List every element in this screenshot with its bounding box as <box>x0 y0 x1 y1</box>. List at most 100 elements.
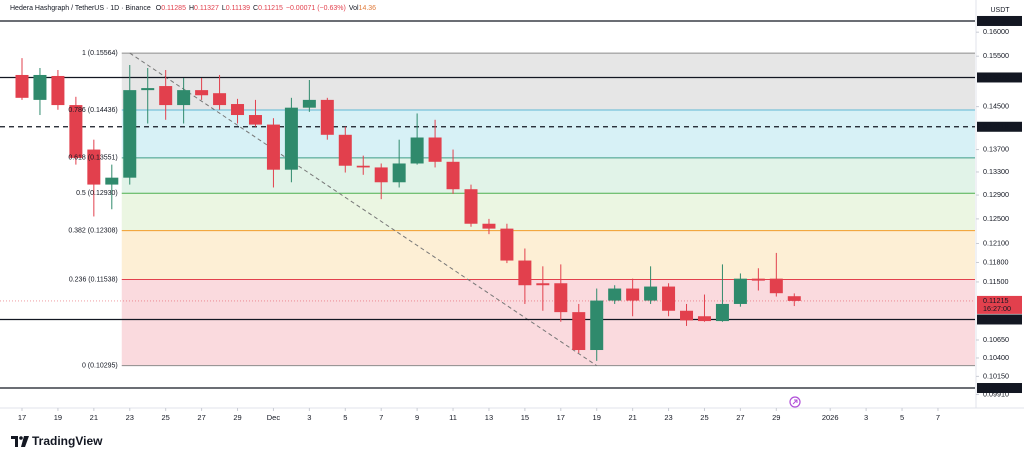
price-label-box <box>977 383 1022 394</box>
ohlc-key: H <box>189 5 194 12</box>
x-tick-label: 2026 <box>822 413 839 422</box>
x-tick-label: 3 <box>307 413 311 422</box>
x-tick-label: 25 <box>162 413 170 422</box>
candle-body <box>105 177 119 185</box>
x-tick-label: Dec <box>267 413 281 422</box>
candle-body <box>266 124 280 170</box>
last-price-box <box>977 295 1022 314</box>
candle-body <box>284 107 298 170</box>
volume-key: Vol <box>349 5 359 12</box>
price-label: 0.16239 <box>983 16 1009 25</box>
candle-body <box>787 296 801 301</box>
candle-body <box>572 312 586 351</box>
candle-body <box>644 286 658 301</box>
fib-level-label: 0.236 (0.11538) <box>69 276 118 283</box>
candle-body <box>536 283 550 286</box>
countdown-label: 16:27:00 <box>983 304 1011 313</box>
x-tick-label: 13 <box>485 413 493 422</box>
x-tick-label: 15 <box>521 413 529 422</box>
candle-body <box>15 74 29 98</box>
fib-band <box>121 157 975 194</box>
y-tick-label: 0.09910 <box>983 389 1009 398</box>
brand-logo: TradingView <box>11 434 103 448</box>
volume-value: 14.36 <box>359 5 377 12</box>
ohlc-value: 0.11215 <box>258 5 283 12</box>
price-label-box <box>977 72 1022 83</box>
candle-body <box>51 75 65 106</box>
y-tick-label: 0.16000 <box>983 27 1009 36</box>
fib-level-label: 0.618 (0.13551) <box>68 155 117 162</box>
price-label: 0.14119 <box>983 122 1008 131</box>
y-tick-label: 0.15500 <box>983 51 1009 60</box>
price-label-box <box>977 314 1022 325</box>
fib-band <box>121 109 975 158</box>
ohlc-value: 0.11327 <box>194 5 219 12</box>
fib-band <box>121 279 975 366</box>
candle-body <box>482 223 496 229</box>
y-tick-label: 0.12100 <box>983 238 1009 247</box>
x-tick-label: 21 <box>90 413 98 422</box>
x-tick-label: 27 <box>736 413 744 422</box>
x-tick-label: 11 <box>449 413 457 422</box>
logo-dot <box>19 436 23 440</box>
y-tick-label: 0.10150 <box>983 371 1009 380</box>
fib-band <box>121 193 975 231</box>
y-tick-label: 0.10650 <box>983 335 1009 344</box>
x-tick-label: 23 <box>664 413 672 422</box>
x-tick-label: 29 <box>233 413 241 422</box>
candle-body <box>608 288 622 301</box>
x-tick-label: 7 <box>379 413 383 422</box>
currency-label: USDT <box>990 7 1010 14</box>
fib-level-label: 0.5 (0.12930) <box>76 190 118 197</box>
price-label-box <box>977 121 1022 132</box>
candles <box>15 58 801 361</box>
x-tick-label: 7 <box>936 413 940 422</box>
symbol: Hedera Hashgraph / TetherUS · 1D · Binan… <box>10 5 151 12</box>
candle-body <box>159 86 173 106</box>
x-tick-label: 9 <box>415 413 419 422</box>
labels: 1 (0.15564) 0.786 (0.14436) 0.618 (0.13551… <box>18 16 1022 422</box>
x-tick-label: 19 <box>593 413 601 422</box>
candle-body <box>590 300 604 351</box>
price-label: 0.09995 <box>983 383 1009 392</box>
event-icon-arrow <box>792 399 798 405</box>
y-tick-label: 0.11500 <box>983 277 1008 286</box>
candle-body <box>751 278 765 281</box>
fib-band <box>121 230 975 280</box>
candle-body <box>697 316 711 322</box>
fib-level-label: 1 (0.15564) <box>82 50 118 57</box>
candle-body <box>33 74 47 100</box>
y-tick-label: 0.13300 <box>983 167 1009 176</box>
candle-body <box>733 278 747 304</box>
candle-body <box>177 90 191 106</box>
fib-level-label: 0 (0.10295) <box>82 362 118 369</box>
candle-body <box>248 115 262 125</box>
x-tick-label: 3 <box>864 413 868 422</box>
candle-body <box>715 303 729 322</box>
candle-body <box>213 93 227 106</box>
last-price-label: 0.11215 <box>983 296 1008 305</box>
candle-body <box>195 90 209 96</box>
x-tick-label: 17 <box>18 413 26 422</box>
fib-band <box>121 53 975 110</box>
x-tick-label: 17 <box>557 413 565 422</box>
price-label-box <box>977 15 1022 26</box>
y-tick-label: 0.10400 <box>983 353 1009 362</box>
candle-body <box>769 278 783 294</box>
y-tick-label: 0.12900 <box>983 190 1009 199</box>
price-label: 0.10943 <box>983 314 1009 323</box>
y-tick-label: 0.13700 <box>983 144 1009 153</box>
price-label: 0.15070 <box>983 72 1009 81</box>
candle-body <box>410 137 424 164</box>
candle-body <box>374 167 388 183</box>
candle-body <box>500 228 514 261</box>
x-tick-label: 25 <box>700 413 708 422</box>
chart-header: Hedera Hashgraph / TetherUS · 1D · Binan… <box>10 5 376 12</box>
fib-trend-line <box>129 52 597 367</box>
x-tick-label: 5 <box>343 413 347 422</box>
event-icon <box>789 396 801 408</box>
ohlc-value: 0.11285 <box>161 5 186 12</box>
ohlc-value: 0.11139 <box>226 5 250 12</box>
